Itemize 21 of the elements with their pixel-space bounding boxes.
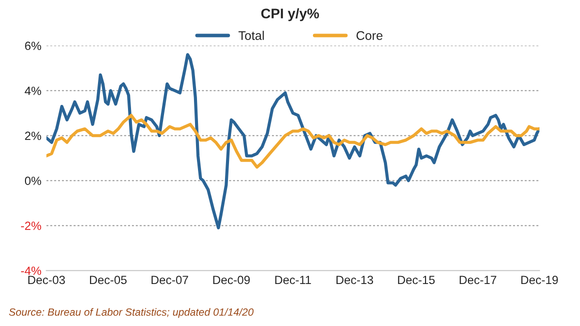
x-tick-label: Dec-05 — [90, 276, 127, 284]
x-tick-label: Dec-09 — [213, 276, 250, 284]
chart-title: CPI y/y% — [261, 8, 319, 22]
y-tick-label: 6% — [25, 42, 42, 50]
x-tick-label: Dec-13 — [336, 276, 374, 284]
x-tick-label: Dec-19 — [521, 276, 558, 284]
line-series — [46, 53, 540, 230]
legend-label: Core — [356, 31, 382, 40]
y-tick-label: 0% — [24, 176, 42, 185]
line-series — [46, 114, 540, 169]
y-tick-label: 4% — [24, 86, 42, 95]
y-tick-label: -4% — [21, 266, 42, 275]
y-tick-label: -2% — [21, 222, 42, 230]
source-note: Source: Bureau of Labor Statistics; updated 01/14/20 — [8, 308, 254, 318]
x-tick-label: Dec-07 — [152, 276, 188, 284]
legend-label: Total — [238, 30, 264, 40]
y-tick-label: 2% — [25, 132, 42, 140]
x-tick-label: Dec-17 — [460, 276, 496, 284]
x-tick-label: Dec-15 — [398, 276, 435, 284]
x-tick-label: Dec-11 — [275, 276, 311, 284]
x-tick-label: Dec-03 — [28, 276, 65, 284]
